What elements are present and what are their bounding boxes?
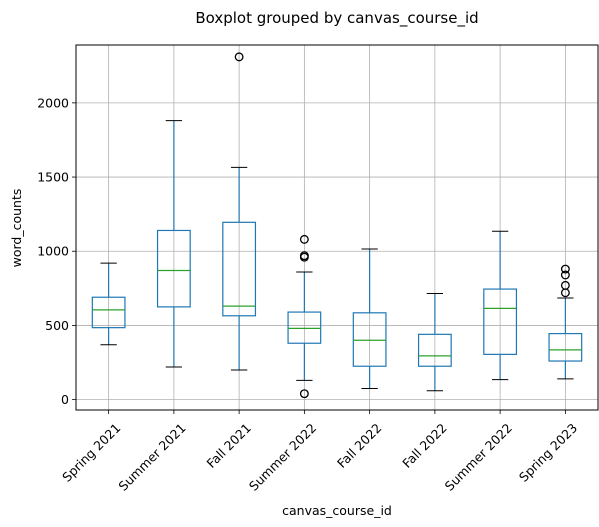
- outlier-point: [299, 251, 309, 261]
- y-tick-label: 0: [61, 392, 69, 407]
- boxes: [91, 52, 583, 399]
- iqr-box: [352, 312, 387, 367]
- x-tick-label: Fall 2022: [399, 420, 450, 471]
- y-tick-label: 1500: [37, 170, 69, 185]
- outlier-point: [560, 280, 570, 290]
- y-axis-label: word_counts: [9, 189, 24, 268]
- outlier-point: [560, 270, 570, 280]
- iqr-box: [156, 229, 191, 308]
- y-tick-label: 1000: [37, 244, 69, 259]
- x-tick-label: Fall 2022: [334, 420, 385, 471]
- x-tick-label: Spring 2021: [59, 420, 123, 484]
- iqr-box: [417, 333, 452, 367]
- x-tick-label: Spring 2023: [516, 420, 580, 484]
- x-tick-label: Fall 2021: [204, 420, 255, 471]
- x-tick-label: Summer 2021: [115, 420, 188, 493]
- x-tick-label: Summer 2022: [246, 420, 319, 493]
- outlier-point: [560, 264, 570, 274]
- x-tick-label: Summer 2022: [442, 420, 515, 493]
- iqr-box: [287, 311, 322, 344]
- plot-frame: [75, 44, 599, 411]
- x-axis-label: canvas_course_id: [282, 503, 392, 518]
- outlier-point: [299, 389, 309, 399]
- outlier-point: [299, 234, 309, 244]
- iqr-box: [91, 296, 126, 329]
- outlier-point: [234, 52, 244, 62]
- grid: [76, 45, 598, 410]
- iqr-box: [483, 288, 518, 355]
- y-tick-label: 2000: [37, 95, 69, 110]
- y-tick-label: 500: [45, 318, 69, 333]
- iqr-box: [548, 332, 583, 362]
- iqr-box: [222, 221, 257, 317]
- chart-title: Boxplot grouped by canvas_course_id: [195, 9, 478, 28]
